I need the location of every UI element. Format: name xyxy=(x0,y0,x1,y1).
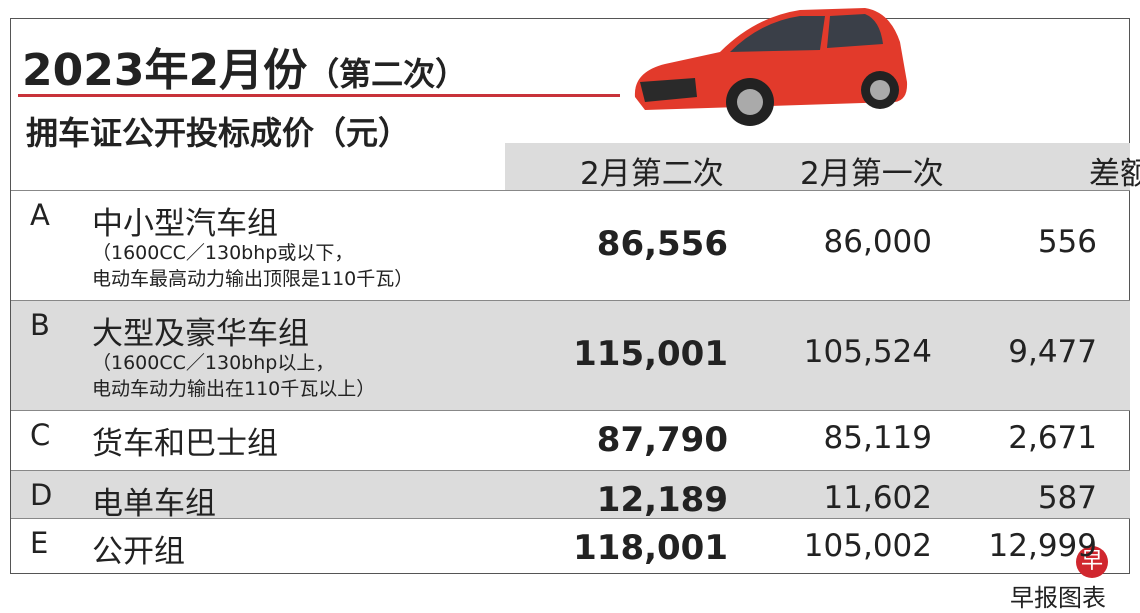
cell-value: 105,002 xyxy=(803,528,932,564)
row-code: A xyxy=(30,198,50,232)
title-rule xyxy=(18,94,620,97)
title-suffix: （第二次） xyxy=(307,55,468,93)
cell-value: 86,556 xyxy=(596,224,728,264)
table-row xyxy=(11,300,1130,410)
row-name: 公开组 xyxy=(92,534,185,570)
row-name: 大型及豪华车组 xyxy=(92,316,309,352)
row-name: 中小型汽车组 xyxy=(92,206,278,242)
row-name: 电单车组 xyxy=(92,486,216,522)
column-header: 2月第二次 xyxy=(580,156,724,192)
title-main: 2023年2月份 xyxy=(22,45,308,96)
row-code: D xyxy=(30,478,53,512)
cell-value: 86,000 xyxy=(823,224,932,260)
row-code: B xyxy=(30,308,50,342)
row-note: 电动车动力输出在110千瓦以上） xyxy=(92,378,376,400)
row-note: 电动车最高动力输出顶限是110千瓦） xyxy=(92,268,414,290)
cell-value: 115,001 xyxy=(573,334,728,374)
cell-value: 12,189 xyxy=(596,480,728,520)
cell-value: 2,671 xyxy=(1008,420,1097,456)
row-code: E xyxy=(30,526,49,560)
source: 早报图表 xyxy=(1010,584,1106,612)
logo: 早 xyxy=(1076,546,1108,578)
car-illustration xyxy=(634,8,908,126)
table-row xyxy=(11,470,1130,518)
cell-value: 85,119 xyxy=(823,420,932,456)
column-header: 差额 xyxy=(1089,156,1140,192)
cell-value: 105,524 xyxy=(803,334,932,370)
cell-value: 11,602 xyxy=(823,480,932,516)
title: 2023年2月份（第二次） xyxy=(22,34,467,98)
column-header: 2月第一次 xyxy=(800,156,944,192)
row-name: 货车和巴士组 xyxy=(92,426,278,462)
table-row xyxy=(11,410,1130,470)
cell-value: 587 xyxy=(1037,480,1097,516)
table-frame xyxy=(10,18,1130,574)
table-row xyxy=(11,518,1130,574)
subtitle: 拥车证公开投标成价（元） xyxy=(26,114,411,152)
cell-value: 12,999 xyxy=(988,528,1097,564)
cell-value: 118,001 xyxy=(573,528,728,568)
cell-value: 87,790 xyxy=(596,420,728,460)
table-row xyxy=(11,190,1130,300)
header-band xyxy=(505,143,1130,190)
row-code: C xyxy=(30,418,51,452)
row-note: （1600CC／130bhp或以下， xyxy=(92,242,354,264)
row-note: （1600CC／130bhp以上， xyxy=(92,352,335,374)
cell-value: 9,477 xyxy=(1008,334,1097,370)
cell-value: 556 xyxy=(1037,224,1097,260)
